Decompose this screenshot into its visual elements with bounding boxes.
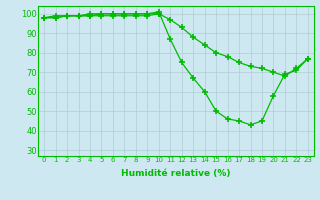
X-axis label: Humidité relative (%): Humidité relative (%)	[121, 169, 231, 178]
